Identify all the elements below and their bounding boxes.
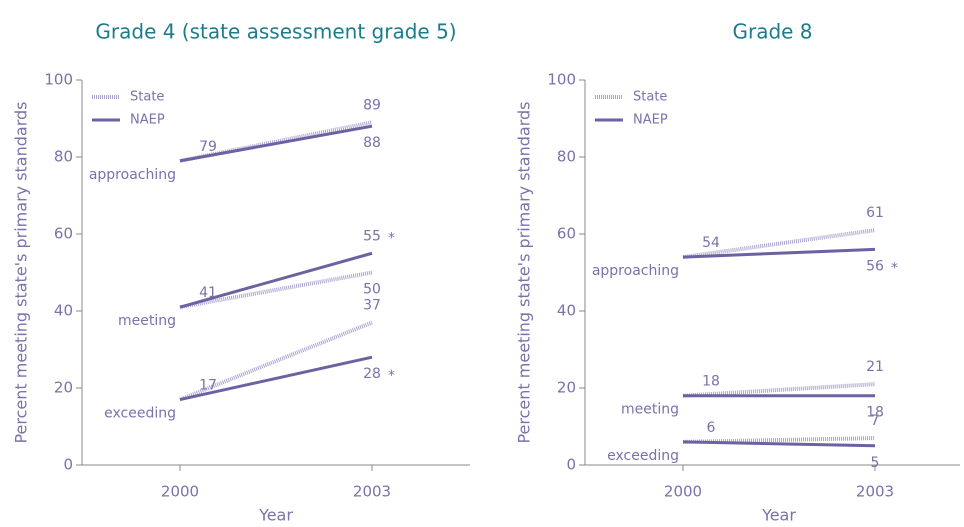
naep-line: [179, 124, 373, 163]
y-tick-label: 60: [54, 225, 73, 243]
y-tick-label: 80: [557, 148, 576, 166]
value-label: 28: [363, 366, 381, 382]
legend-label: State: [130, 90, 164, 105]
x-tick-label: 2003: [353, 483, 391, 501]
value-label: 50: [363, 282, 381, 298]
state-line: [682, 228, 876, 260]
naep-line: [179, 251, 373, 309]
significance-flag: *: [388, 368, 395, 384]
level-label: approaching: [89, 167, 176, 183]
significance-flag: *: [891, 260, 898, 276]
state-line: [682, 382, 876, 398]
level-label: meeting: [118, 313, 176, 329]
x-axis-label: Year: [258, 506, 293, 525]
state-line: [179, 320, 373, 402]
y-tick-label: 40: [54, 302, 73, 320]
value-label: 41: [199, 285, 217, 301]
value-label: 88: [363, 135, 381, 151]
value-label: 6: [707, 420, 716, 436]
x-tick-label: 2003: [856, 483, 894, 501]
significance-flag: *: [388, 230, 395, 246]
x-tick-label: 2000: [161, 483, 199, 501]
value-label: 55: [363, 228, 381, 244]
value-label: 21: [866, 359, 884, 375]
y-tick-label: 80: [54, 148, 73, 166]
level-label: exceeding: [607, 448, 679, 464]
level-label: meeting: [621, 402, 679, 418]
y-tick-label: 40: [557, 302, 576, 320]
level-label: exceeding: [104, 406, 176, 422]
x-tick-label: 2000: [664, 483, 702, 501]
value-label: 61: [866, 205, 884, 221]
value-label: 5: [871, 455, 880, 471]
legend-label: NAEP: [633, 113, 668, 128]
state-line: [179, 270, 373, 310]
naep-line: [682, 440, 876, 448]
value-label: 54: [702, 235, 720, 251]
chart-title: Grade 4 (state assessment grade 5): [95, 20, 456, 44]
y-axis-label: Percent meeting state's primary standard…: [12, 101, 31, 443]
y-tick-label: 20: [54, 379, 73, 397]
y-tick-label: 0: [63, 456, 73, 474]
value-label: 17: [199, 378, 217, 394]
y-tick-label: 100: [44, 71, 73, 89]
naep-line: [682, 247, 876, 259]
value-label: 79: [199, 139, 217, 155]
y-axis-label: Percent meeting state's primary standard…: [515, 101, 534, 443]
y-tick-label: 0: [566, 456, 576, 474]
y-tick-label: 100: [547, 71, 576, 89]
naep-line: [179, 355, 373, 402]
value-label: 56: [866, 258, 884, 274]
legend-label: State: [633, 90, 667, 105]
value-label: 18: [702, 374, 720, 390]
x-axis-label: Year: [761, 506, 796, 525]
y-tick-label: 60: [557, 225, 576, 243]
value-label: 7: [871, 413, 880, 429]
y-tick-label: 20: [557, 379, 576, 397]
value-label: 18: [866, 405, 884, 421]
value-label: 37: [363, 298, 381, 314]
legend-label: NAEP: [130, 113, 165, 128]
level-label: approaching: [592, 263, 679, 279]
chart-title: Grade 8: [732, 20, 812, 44]
value-label: 89: [363, 97, 381, 113]
